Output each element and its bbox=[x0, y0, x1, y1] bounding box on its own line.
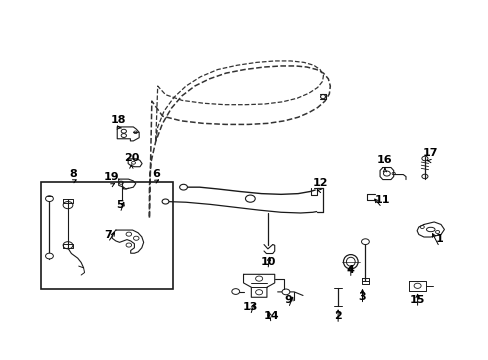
Circle shape bbox=[231, 289, 239, 294]
Text: 2: 2 bbox=[334, 311, 341, 321]
Text: 19: 19 bbox=[104, 172, 120, 182]
Text: 6: 6 bbox=[151, 168, 160, 179]
Circle shape bbox=[45, 253, 53, 259]
Text: 7: 7 bbox=[104, 230, 112, 239]
Text: 20: 20 bbox=[123, 153, 139, 163]
Text: 3: 3 bbox=[358, 292, 366, 302]
Circle shape bbox=[282, 289, 289, 295]
Text: 8: 8 bbox=[69, 168, 77, 179]
Circle shape bbox=[361, 239, 368, 244]
Text: 10: 10 bbox=[260, 257, 275, 267]
Text: 11: 11 bbox=[373, 195, 389, 205]
Circle shape bbox=[245, 195, 255, 202]
Text: 17: 17 bbox=[422, 148, 438, 158]
Text: 16: 16 bbox=[376, 155, 392, 165]
Text: 12: 12 bbox=[312, 178, 327, 188]
Circle shape bbox=[45, 196, 53, 202]
Text: 1: 1 bbox=[435, 234, 443, 244]
Text: 13: 13 bbox=[242, 302, 258, 312]
Circle shape bbox=[179, 184, 187, 190]
Text: 18: 18 bbox=[111, 115, 126, 125]
Text: 15: 15 bbox=[409, 295, 425, 305]
Text: 4: 4 bbox=[346, 265, 354, 275]
Circle shape bbox=[162, 199, 168, 204]
Text: 9: 9 bbox=[284, 295, 292, 305]
Bar bbox=[41, 182, 173, 289]
Text: 14: 14 bbox=[263, 311, 279, 320]
Text: 5: 5 bbox=[116, 200, 124, 210]
